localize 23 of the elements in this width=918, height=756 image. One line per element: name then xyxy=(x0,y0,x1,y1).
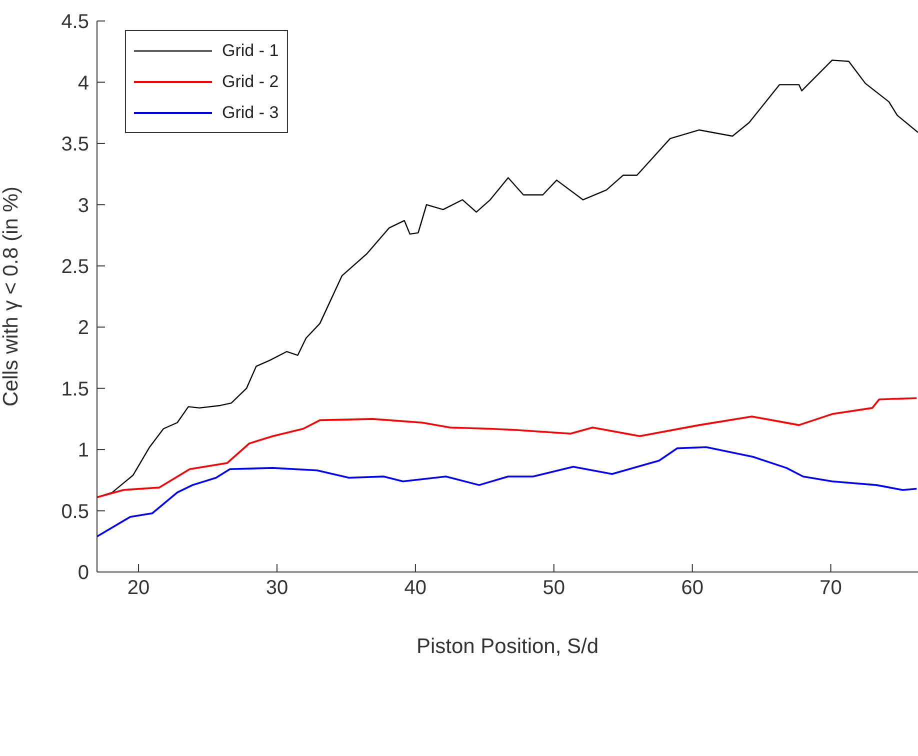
x-tick-label: 60 xyxy=(681,577,704,600)
x-tick-label: 30 xyxy=(266,577,288,600)
x-axis-title: Piston Position, S/d xyxy=(416,635,599,658)
y-tick-label: 1.5 xyxy=(61,378,89,400)
x-tick-label: 70 xyxy=(820,577,842,600)
y-tick-label: 4.5 xyxy=(61,11,89,34)
x-tick-label: 40 xyxy=(404,577,427,600)
y-tick-label: 0.5 xyxy=(61,500,89,523)
line-series xyxy=(97,397,918,498)
y-tick-label: 4 xyxy=(78,72,89,94)
y-tick-label: 0 xyxy=(78,562,89,584)
y-tick-label: 3 xyxy=(78,194,89,217)
legend-label: Grid - 2 xyxy=(222,72,279,92)
legend-label: Grid - 3 xyxy=(222,102,279,122)
y-tick-label: 2 xyxy=(78,317,89,340)
y-tick-label: 3.5 xyxy=(61,134,89,156)
x-tick-label: 50 xyxy=(542,577,566,600)
y-tick-label: 2.5 xyxy=(61,256,89,278)
y-axis-title: Cells with γ < 0.8 (in %) xyxy=(0,186,22,406)
x-tick-label: 20 xyxy=(127,577,150,600)
line-series xyxy=(97,446,918,538)
y-tick-label: 1 xyxy=(78,440,89,462)
legend-label: Grid - 1 xyxy=(222,40,279,60)
